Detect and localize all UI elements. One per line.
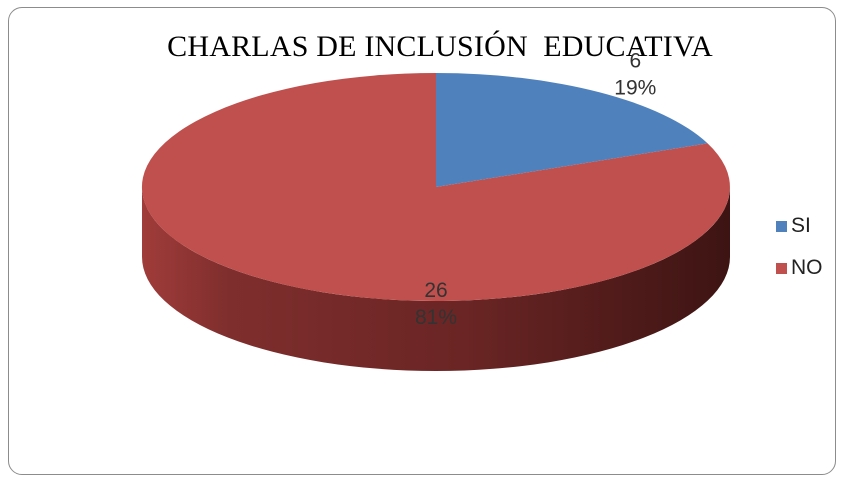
pie-side-wall	[142, 187, 730, 371]
legend-item-si: SI	[776, 214, 811, 238]
legend-item-no: NO	[776, 256, 823, 280]
data-label-no-value: 26	[424, 279, 447, 302]
legend-swatch-si	[776, 220, 787, 232]
data-label-no-percent: 81%	[415, 306, 457, 329]
slice-si	[436, 73, 708, 187]
data-label-si-percent: 19%	[614, 76, 656, 99]
data-label-si-value: 6	[629, 49, 641, 72]
chart-title: CHARLAS DE INCLUSIÓN EDUCATIVA	[167, 30, 713, 63]
legend-label-si: SI	[791, 214, 811, 237]
slice-no	[141, 72, 730, 301]
legend-swatch-no	[776, 262, 787, 274]
legend-label-no: NO	[791, 256, 823, 279]
